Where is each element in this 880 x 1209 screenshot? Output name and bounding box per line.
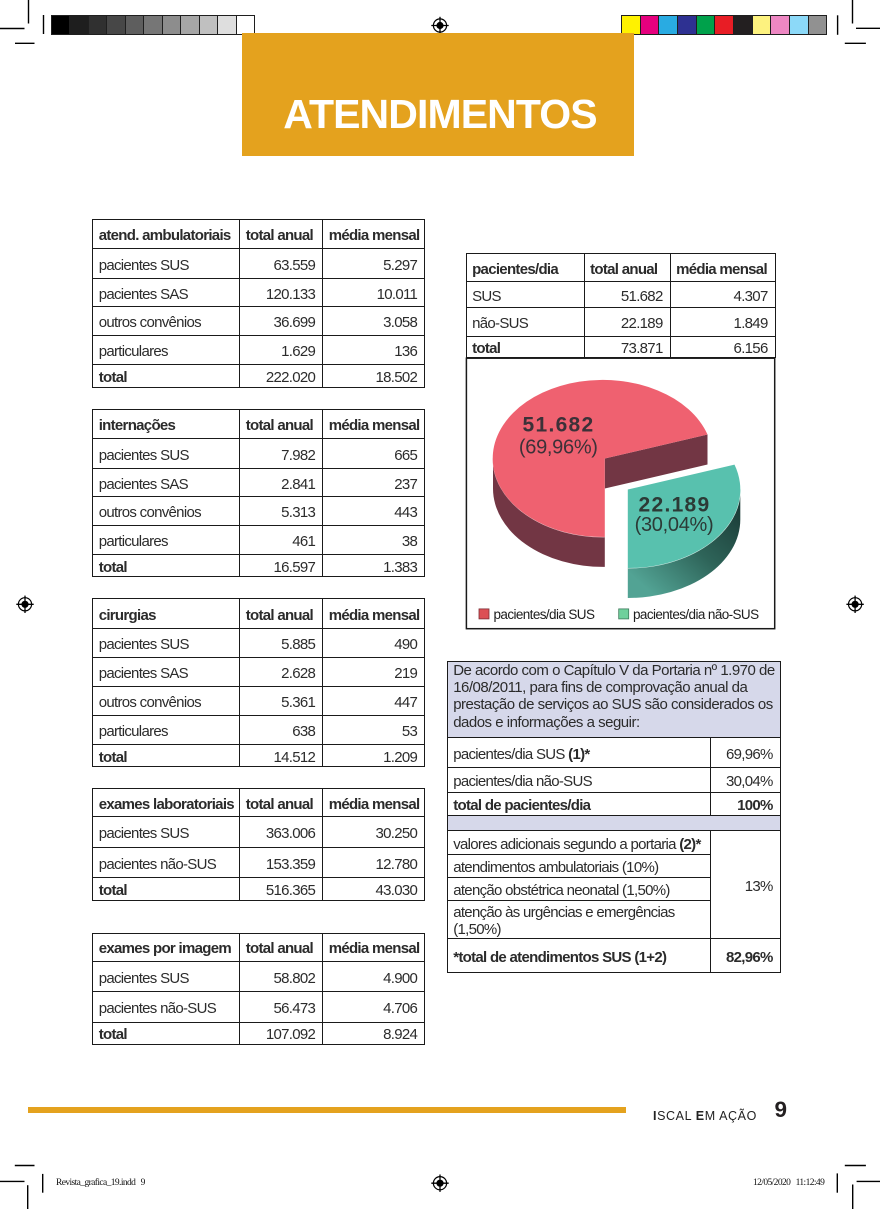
svg-text:pacientes/dia não-SUS: pacientes/dia não-SUS [633,607,759,622]
svg-text:pacientes/dia SUS: pacientes/dia SUS [494,607,595,622]
svg-text:51.682: 51.682 [522,414,594,437]
svg-text:(30,04%): (30,04%) [635,514,714,536]
svg-text:(69,96%): (69,96%) [519,437,598,459]
svg-text:22.189: 22.189 [638,494,710,517]
